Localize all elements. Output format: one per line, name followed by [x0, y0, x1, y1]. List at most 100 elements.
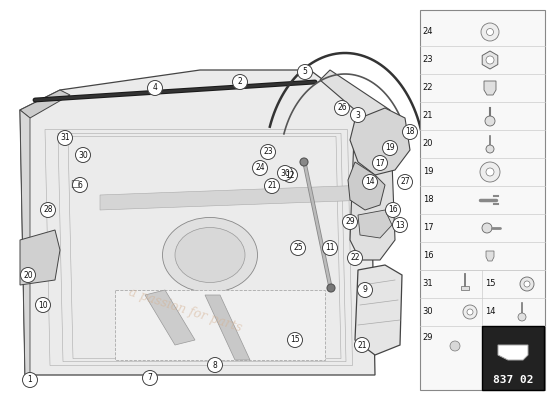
Circle shape: [290, 240, 305, 256]
Circle shape: [343, 214, 358, 230]
FancyBboxPatch shape: [420, 10, 545, 390]
Polygon shape: [498, 345, 528, 360]
Polygon shape: [355, 265, 402, 355]
Text: 22: 22: [423, 84, 433, 92]
Circle shape: [398, 174, 412, 190]
Circle shape: [322, 240, 338, 256]
Polygon shape: [145, 290, 195, 345]
Text: 29: 29: [345, 218, 355, 226]
Circle shape: [265, 178, 279, 194]
FancyBboxPatch shape: [482, 326, 544, 390]
Circle shape: [75, 148, 91, 162]
Ellipse shape: [162, 218, 257, 292]
Text: 24: 24: [423, 28, 433, 36]
Circle shape: [327, 284, 335, 292]
Polygon shape: [20, 110, 30, 382]
Text: 17: 17: [423, 224, 433, 232]
Text: 16: 16: [423, 252, 433, 260]
Text: 3: 3: [355, 110, 360, 120]
Text: 25: 25: [293, 244, 303, 252]
Circle shape: [261, 144, 276, 160]
Circle shape: [358, 282, 372, 298]
Circle shape: [300, 158, 308, 166]
Circle shape: [486, 168, 494, 176]
Circle shape: [58, 130, 73, 146]
Text: 837 02: 837 02: [493, 375, 534, 385]
Circle shape: [520, 277, 534, 291]
Text: 18: 18: [405, 128, 415, 136]
Circle shape: [450, 341, 460, 351]
Text: 15: 15: [485, 280, 495, 288]
Circle shape: [288, 332, 303, 348]
Text: 19: 19: [385, 144, 395, 152]
Circle shape: [355, 338, 370, 352]
Circle shape: [486, 56, 494, 64]
Polygon shape: [20, 70, 375, 375]
Circle shape: [524, 281, 530, 287]
Polygon shape: [358, 210, 392, 238]
Circle shape: [487, 28, 493, 36]
Text: 27: 27: [400, 178, 410, 186]
Circle shape: [298, 64, 312, 80]
Polygon shape: [205, 295, 250, 360]
Text: 29: 29: [423, 334, 433, 342]
Polygon shape: [484, 81, 496, 95]
Circle shape: [350, 108, 366, 122]
Text: 8: 8: [213, 360, 217, 370]
Text: 26: 26: [337, 104, 347, 112]
Text: 12: 12: [285, 170, 295, 180]
Text: 23: 23: [263, 148, 273, 156]
Polygon shape: [20, 230, 60, 285]
Text: 19: 19: [423, 168, 433, 176]
Circle shape: [481, 23, 499, 41]
Text: 14: 14: [485, 308, 495, 316]
Circle shape: [142, 370, 157, 386]
Text: 30: 30: [280, 168, 290, 178]
Text: 9: 9: [362, 286, 367, 294]
Text: 30: 30: [423, 308, 433, 316]
Text: 6: 6: [78, 180, 82, 190]
Text: 20: 20: [23, 270, 33, 280]
Polygon shape: [320, 70, 395, 260]
Text: 18: 18: [423, 196, 433, 204]
Circle shape: [467, 309, 473, 315]
Text: 5: 5: [302, 68, 307, 76]
Text: 4: 4: [152, 84, 157, 92]
Circle shape: [41, 202, 56, 218]
Circle shape: [20, 268, 36, 282]
Text: 31: 31: [423, 280, 433, 288]
Circle shape: [485, 116, 495, 126]
Text: 7: 7: [147, 374, 152, 382]
Circle shape: [482, 223, 492, 233]
Circle shape: [386, 202, 400, 218]
Text: a passion for parts: a passion for parts: [126, 286, 243, 334]
Polygon shape: [20, 90, 70, 118]
Text: 16: 16: [388, 206, 398, 214]
Text: 1: 1: [28, 376, 32, 384]
Circle shape: [23, 372, 37, 388]
Text: 31: 31: [60, 134, 70, 142]
Circle shape: [252, 160, 267, 176]
Text: 28: 28: [43, 206, 53, 214]
Circle shape: [278, 166, 293, 180]
Circle shape: [362, 174, 377, 190]
Text: 30: 30: [78, 150, 88, 160]
Polygon shape: [482, 51, 498, 69]
Circle shape: [348, 250, 362, 266]
Circle shape: [334, 100, 349, 116]
Circle shape: [393, 218, 408, 232]
Circle shape: [233, 74, 248, 90]
Circle shape: [283, 168, 298, 182]
Circle shape: [480, 162, 500, 182]
Text: 21: 21: [267, 182, 277, 190]
Circle shape: [463, 305, 477, 319]
Text: 15: 15: [290, 336, 300, 344]
Circle shape: [207, 358, 223, 372]
Circle shape: [372, 156, 388, 170]
Text: 2: 2: [238, 78, 243, 86]
Text: 13: 13: [395, 220, 405, 230]
Polygon shape: [350, 108, 410, 175]
Text: 24: 24: [255, 164, 265, 172]
Ellipse shape: [175, 228, 245, 282]
Text: 21: 21: [423, 112, 433, 120]
